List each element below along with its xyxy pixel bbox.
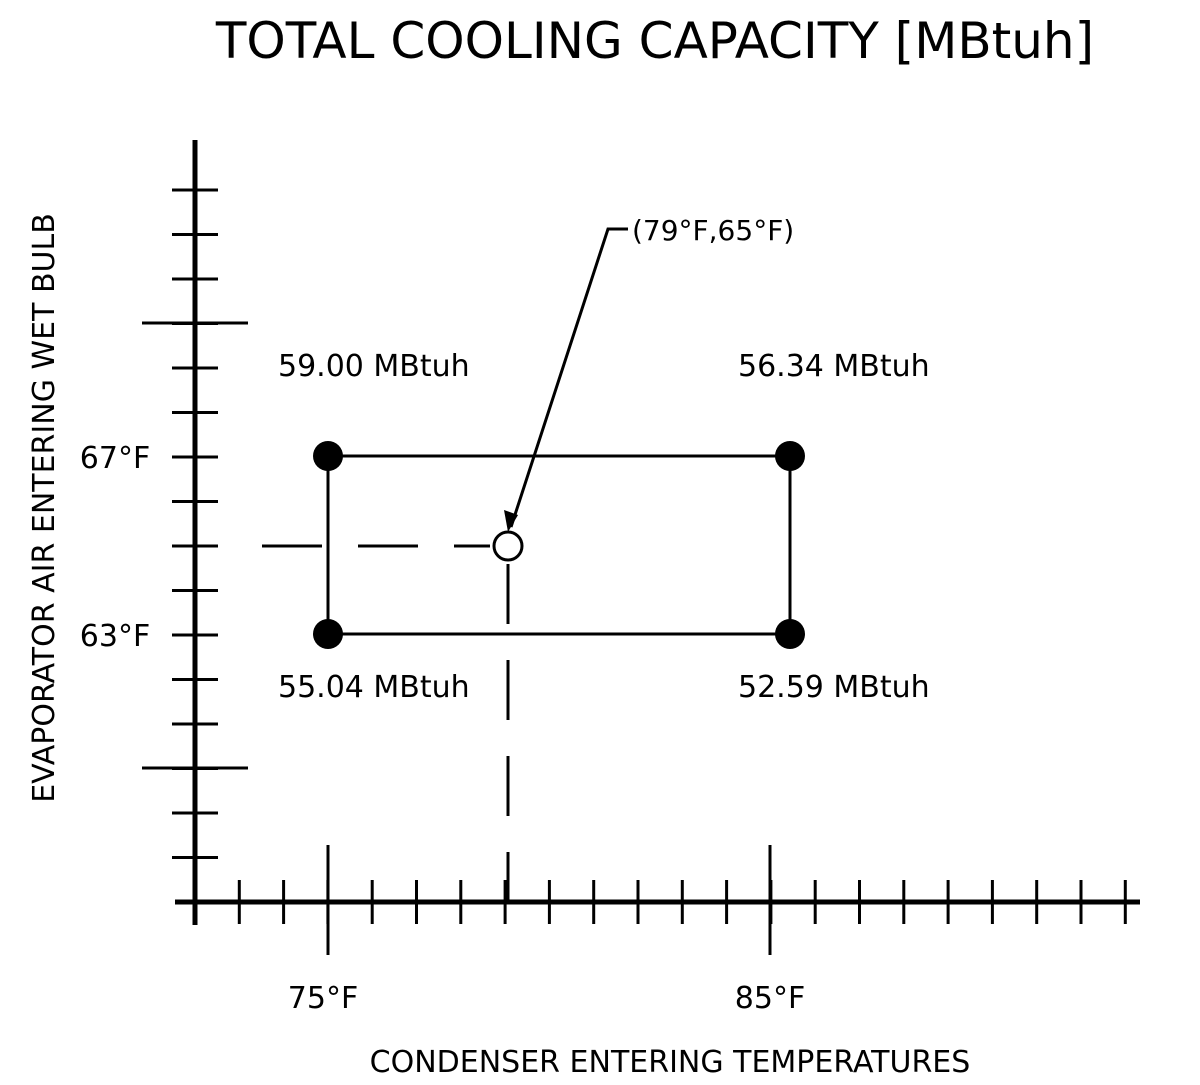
x-tick-label-85: 85°F: [735, 981, 805, 1016]
interpolation-rectangle: [326, 454, 792, 636]
value-label-top-right: 56.34 MBtuh: [738, 349, 930, 384]
x-axis-title: CONDENSER ENTERING TEMPERATURES: [370, 1045, 971, 1080]
value-label-bottom-left: 55.04 MBtuh: [278, 670, 470, 705]
y-tick-label-63: 63°F: [80, 619, 150, 654]
value-label-top-left: 59.00 MBtuh: [278, 349, 470, 384]
y-tick-label-67: 67°F: [80, 441, 150, 476]
corner-point-bottom-left: [313, 619, 343, 649]
diagram-title: TOTAL COOLING CAPACITY [MBtuh]: [215, 12, 1094, 70]
callout-leader-line: [509, 227, 628, 528]
interpolated-point: [492, 530, 524, 562]
value-label-bottom-right: 52.59 MBtuh: [738, 670, 930, 705]
x-axis-ticks: [237, 880, 1127, 924]
callout-arrowhead: [504, 510, 518, 532]
corner-point-bottom-right: [775, 619, 805, 649]
callout-label: (79°F,65°F): [632, 214, 794, 247]
corner-point-top-right: [775, 441, 805, 471]
corner-point-top-left: [313, 441, 343, 471]
y-axis-title: EVAPORATOR AIR ENTERING WET BULB: [27, 213, 62, 803]
x-tick-label-75: 75°F: [288, 981, 358, 1016]
